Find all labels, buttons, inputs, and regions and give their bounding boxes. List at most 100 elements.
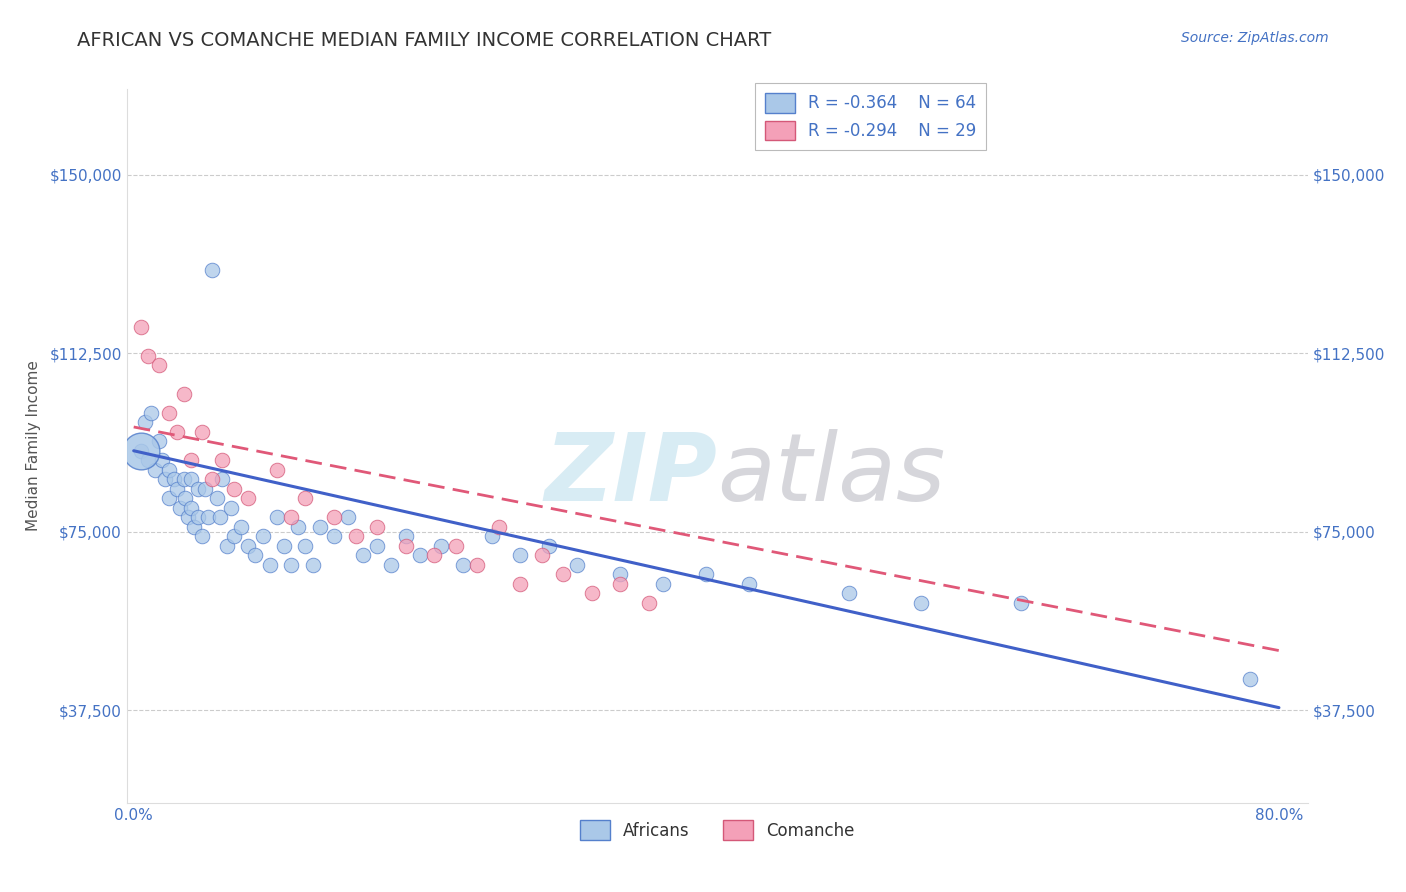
Point — [191, 425, 214, 439]
Point — [280, 558, 302, 572]
Point — [215, 539, 238, 553]
Point — [183, 520, 205, 534]
Legend: Africans, Comanche: Africans, Comanche — [571, 812, 863, 848]
Point — [180, 500, 202, 515]
Point — [166, 425, 188, 439]
Point — [838, 586, 860, 600]
Point — [366, 539, 388, 553]
Point — [294, 539, 316, 553]
Point — [166, 482, 188, 496]
Point — [238, 491, 260, 506]
Point — [136, 349, 159, 363]
Point — [1010, 596, 1032, 610]
Point — [409, 549, 432, 563]
Point — [143, 463, 166, 477]
Point — [337, 510, 360, 524]
Point — [139, 406, 162, 420]
Point — [301, 558, 323, 572]
Point — [509, 549, 531, 563]
Point — [395, 529, 418, 543]
Point — [273, 539, 295, 553]
Point — [211, 472, 233, 486]
Y-axis label: Median Family Income: Median Family Income — [25, 360, 41, 532]
Point — [136, 453, 159, 467]
Point — [638, 596, 661, 610]
Point — [280, 510, 302, 524]
Point — [169, 500, 191, 515]
Point — [465, 558, 488, 572]
Point — [1239, 672, 1261, 686]
Point — [222, 482, 245, 496]
Point — [423, 549, 446, 563]
Point — [205, 491, 228, 506]
Text: Source: ZipAtlas.com: Source: ZipAtlas.com — [1181, 31, 1329, 45]
Point — [259, 558, 281, 572]
Point — [287, 520, 309, 534]
Point — [180, 453, 202, 467]
Point — [219, 500, 242, 515]
Point — [148, 434, 170, 449]
Text: AFRICAN VS COMANCHE MEDIAN FAMILY INCOME CORRELATION CHART: AFRICAN VS COMANCHE MEDIAN FAMILY INCOME… — [77, 31, 772, 50]
Point — [148, 358, 170, 372]
Point — [174, 491, 197, 506]
Point — [266, 510, 288, 524]
Point — [609, 567, 631, 582]
Point — [553, 567, 575, 582]
Point — [245, 549, 267, 563]
Point — [191, 529, 214, 543]
Point — [451, 558, 474, 572]
Point — [537, 539, 560, 553]
Point — [201, 472, 224, 486]
Point — [695, 567, 717, 582]
Point — [129, 443, 152, 458]
Point — [194, 482, 217, 496]
Text: atlas: atlas — [717, 429, 945, 520]
Point — [222, 529, 245, 543]
Point — [738, 577, 761, 591]
Point — [201, 263, 224, 277]
Point — [380, 558, 402, 572]
Point — [530, 549, 553, 563]
Point — [159, 406, 181, 420]
Point — [652, 577, 675, 591]
Point — [352, 549, 374, 563]
Point — [129, 320, 152, 334]
Point — [163, 472, 186, 486]
Point — [173, 472, 195, 486]
Point — [444, 539, 467, 553]
Point — [153, 472, 176, 486]
Point — [323, 510, 346, 524]
Point — [211, 453, 233, 467]
Point — [150, 453, 173, 467]
Point — [430, 539, 453, 553]
Point — [323, 529, 346, 543]
Point — [187, 510, 209, 524]
Point — [910, 596, 932, 610]
Point — [180, 472, 202, 486]
Point — [266, 463, 288, 477]
Point — [177, 510, 200, 524]
Point — [609, 577, 631, 591]
Point — [134, 415, 156, 429]
Point — [488, 520, 510, 534]
Point — [187, 482, 209, 496]
Point — [294, 491, 316, 506]
Point — [238, 539, 260, 553]
Point — [129, 443, 152, 458]
Point — [252, 529, 274, 543]
Point — [344, 529, 367, 543]
Point — [159, 491, 181, 506]
Point — [197, 510, 219, 524]
Point — [173, 386, 195, 401]
Point — [159, 463, 181, 477]
Point — [481, 529, 503, 543]
Point — [395, 539, 418, 553]
Point — [229, 520, 252, 534]
Point — [509, 577, 531, 591]
Point — [366, 520, 388, 534]
Text: ZIP: ZIP — [544, 428, 717, 521]
Point — [581, 586, 603, 600]
Point — [308, 520, 330, 534]
Point — [208, 510, 231, 524]
Point — [567, 558, 589, 572]
